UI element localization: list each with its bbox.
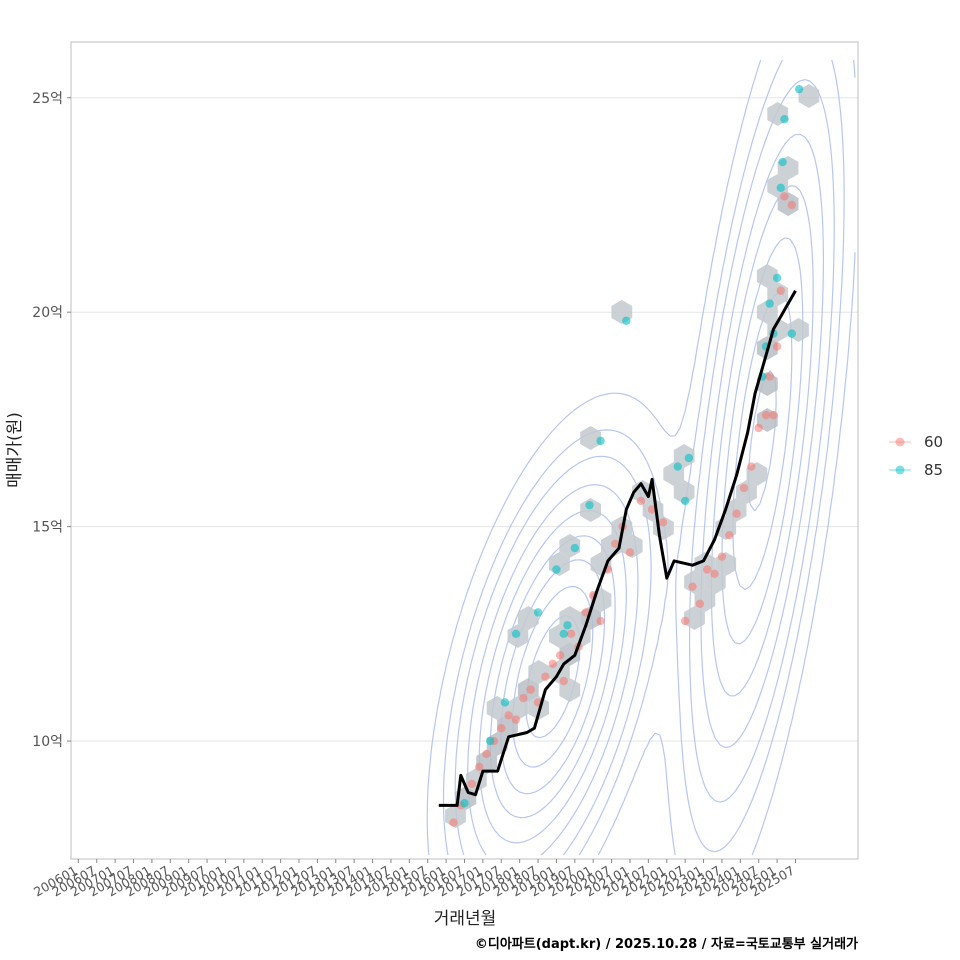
- point-60: [596, 616, 605, 626]
- point-60: [548, 659, 557, 669]
- point-85: [787, 329, 797, 338]
- point-60: [555, 651, 565, 660]
- hexbin-cell: [756, 264, 778, 288]
- hexbin-cell: [517, 606, 539, 630]
- x-axis: 2006012006072007012007072008012008072009…: [31, 859, 797, 899]
- hexbin-cell: [684, 606, 705, 630]
- point-60: [688, 582, 697, 591]
- moving-average-path: [438, 289, 797, 807]
- hexbin-cell: [704, 570, 726, 594]
- hexbin-cell: [798, 84, 820, 108]
- point-85: [585, 500, 594, 510]
- point-60: [765, 372, 774, 381]
- point-60: [625, 548, 635, 557]
- point-60: [511, 715, 521, 724]
- grid-lines: [71, 97, 858, 742]
- legend-item-60[interactable]: 60: [889, 433, 943, 451]
- hexbin-cell: [580, 426, 601, 450]
- y-axis: 10억 15억 20억 25억: [32, 91, 71, 750]
- legend[interactable]: 60 85: [889, 433, 943, 479]
- scatter-points: [449, 84, 804, 827]
- point-60: [636, 496, 646, 506]
- y-tick-label: 15억: [32, 520, 63, 536]
- point-60: [611, 539, 620, 548]
- hexbin-cell: [673, 480, 695, 504]
- point-60: [647, 505, 657, 514]
- point-85: [563, 621, 572, 630]
- point-85: [622, 316, 631, 325]
- point-60: [566, 629, 576, 639]
- point-60: [717, 552, 727, 561]
- legend-item-85[interactable]: 85: [889, 461, 943, 479]
- point-60: [519, 693, 528, 703]
- plot-panel-border: [70, 41, 859, 860]
- point-60: [772, 342, 782, 351]
- moving-average-line: [438, 289, 797, 807]
- point-60: [467, 779, 477, 789]
- point-85: [684, 453, 694, 463]
- hexbin-cell: [580, 498, 601, 522]
- y-axis-title: 매매가(원): [5, 412, 25, 488]
- point-60: [541, 672, 550, 681]
- point-60: [695, 599, 705, 609]
- point-85: [778, 157, 787, 167]
- x-axis-title: 거래년월: [434, 909, 497, 929]
- point-60: [710, 569, 719, 579]
- point-60: [497, 723, 506, 733]
- point-85: [596, 436, 605, 446]
- point-60: [703, 565, 712, 574]
- density-contour: [426, 59, 856, 856]
- point-60: [475, 762, 484, 771]
- point-60: [482, 749, 491, 759]
- point-60: [725, 531, 734, 540]
- legend-label: 60: [924, 433, 943, 451]
- point-60: [776, 286, 785, 295]
- point-85: [680, 496, 690, 506]
- point-60: [780, 192, 789, 201]
- point-60: [680, 616, 690, 626]
- legend-key-point: [895, 437, 905, 447]
- point-60: [449, 818, 458, 827]
- point-85: [500, 698, 510, 707]
- caption: ©디아파트(dapt.kr) / 2025.10.28 / 자료=국토교통부 실…: [475, 936, 858, 952]
- point-85: [552, 565, 561, 574]
- point-85: [772, 273, 782, 283]
- legend-key-point: [895, 465, 905, 475]
- hexbin-layer: [445, 84, 820, 828]
- point-85: [486, 736, 495, 746]
- point-85: [460, 799, 469, 808]
- point-85: [673, 462, 682, 471]
- point-85: [765, 299, 774, 308]
- point-60: [658, 518, 668, 527]
- point-85: [794, 84, 804, 94]
- point-60: [761, 410, 771, 420]
- y-tick-label: 25억: [32, 91, 63, 107]
- legend-label: 85: [924, 461, 943, 479]
- density-contour: [489, 237, 804, 819]
- point-60: [754, 423, 763, 433]
- point-60: [504, 711, 513, 720]
- point-85: [776, 183, 785, 193]
- y-tick-label: 10억: [32, 734, 63, 750]
- point-60: [747, 462, 756, 471]
- point-85: [780, 114, 789, 124]
- point-60: [769, 410, 778, 420]
- point-60: [739, 483, 749, 493]
- point-85: [533, 608, 543, 617]
- point-60: [559, 676, 568, 686]
- point-85: [511, 629, 521, 639]
- point-60: [526, 685, 535, 694]
- point-85: [559, 629, 568, 639]
- y-tick-label: 20억: [32, 305, 63, 321]
- point-85: [570, 543, 580, 553]
- point-60: [732, 509, 741, 518]
- point-60: [787, 200, 797, 210]
